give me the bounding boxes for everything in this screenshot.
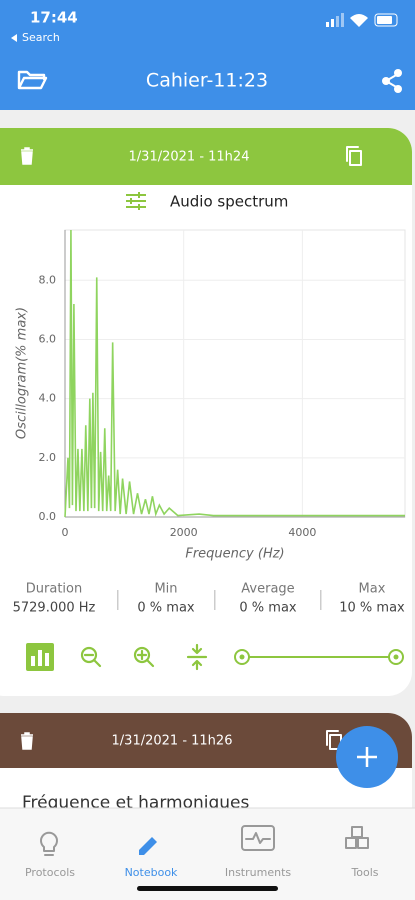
app-bar [0, 0, 415, 110]
y-axis-label: Oscillogram(% max) [15, 307, 30, 439]
card-header [0, 713, 412, 768]
zoom-out-button[interactable] [80, 646, 102, 668]
stat-value: 10 % max [339, 601, 405, 616]
chart: 0.0 2.0 4.0 6.0 8.0 0 2000 4000 [39, 229, 406, 539]
toolbar [26, 643, 404, 671]
compress-button[interactable] [186, 643, 208, 671]
status-time: 17:44 [30, 9, 78, 27]
tab-bar [0, 808, 415, 900]
stat-label: Average [241, 582, 294, 597]
delete-icon[interactable] [21, 147, 33, 165]
y-tick-label: 0.0 [39, 510, 57, 523]
y-tick-label: 8.0 [39, 273, 57, 286]
tab-label[interactable]: Instruments [225, 866, 292, 879]
x-axis-label: Frequency (Hz) [185, 547, 284, 562]
stat-dividers [117, 590, 322, 610]
status-icons [326, 13, 398, 27]
range-slider[interactable] [234, 649, 404, 665]
zoom-in-button[interactable] [133, 646, 155, 668]
tabs: Protocols Notebook Instruments Tools [25, 866, 379, 879]
stat-value: 5729.000 Hz [13, 601, 96, 616]
stat-value: 0 % max [137, 601, 195, 616]
protocols-icon[interactable] [40, 831, 58, 856]
folder-icon[interactable] [17, 70, 48, 90]
share-icon[interactable] [382, 69, 402, 93]
back-arrow[interactable] [11, 34, 17, 42]
y-tick-label: 4.0 [39, 392, 57, 405]
copy-icon[interactable] [346, 146, 362, 166]
x-tick-label: 2000 [170, 526, 198, 539]
card [0, 128, 412, 696]
card-header [0, 128, 412, 185]
stat-value: 0 % max [239, 601, 297, 616]
stats-row: Duration 5729.000 Hz Min 0 % max Average 0 % … [13, 582, 405, 616]
app-title: Cahier-11:23 [146, 70, 268, 92]
add-button[interactable] [336, 726, 398, 788]
notebook-icon[interactable] [139, 837, 157, 855]
stat-label: Max [359, 582, 386, 597]
settings-icon[interactable] [126, 192, 146, 210]
tools-icon[interactable] [345, 826, 369, 849]
delete-icon[interactable] [21, 732, 33, 750]
home-indicator [137, 886, 278, 891]
stat-label: Min [154, 582, 177, 597]
y-tick-label: 6.0 [39, 332, 57, 345]
y-tick-label: 2.0 [39, 451, 57, 464]
instruments-icon[interactable] [241, 825, 275, 851]
tab-label[interactable]: Protocols [25, 866, 75, 879]
back-link[interactable]: Search [22, 31, 60, 44]
spectrum-line [64, 229, 405, 518]
card-date: 1/31/2021 - 11h24 [129, 150, 250, 165]
tab-label[interactable]: Notebook [125, 866, 178, 879]
tab-label[interactable]: Tools [350, 866, 378, 879]
x-tick-label: 4000 [288, 526, 316, 539]
chart-title: Audio spectrum [170, 193, 288, 211]
x-tick-label: 0 [62, 526, 69, 539]
stat-label: Duration [26, 582, 82, 597]
card-date: 1/31/2021 - 11h26 [112, 734, 233, 749]
bar-view-button[interactable] [26, 643, 54, 671]
